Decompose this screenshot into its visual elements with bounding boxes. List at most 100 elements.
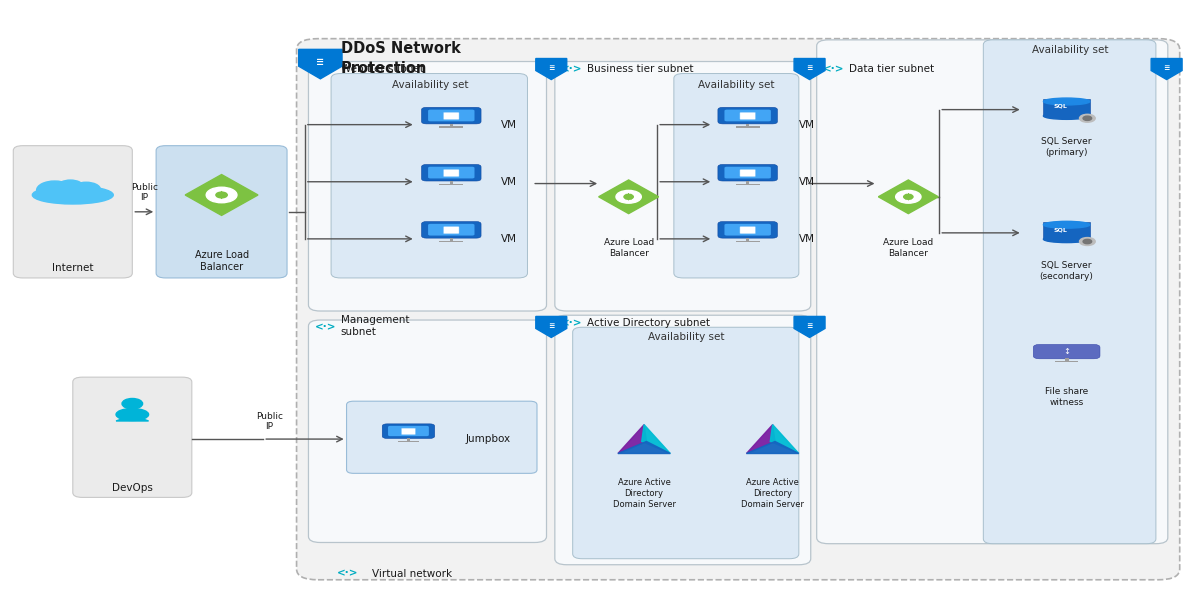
Bar xyxy=(1044,99,1090,116)
Polygon shape xyxy=(618,442,670,454)
FancyBboxPatch shape xyxy=(388,426,428,436)
Text: Azure Active
Directory
Domain Server: Azure Active Directory Domain Server xyxy=(741,478,804,509)
Text: ≡: ≡ xyxy=(1163,63,1170,72)
FancyBboxPatch shape xyxy=(740,226,755,234)
Bar xyxy=(736,126,760,127)
FancyBboxPatch shape xyxy=(983,40,1156,544)
Circle shape xyxy=(122,399,143,409)
Text: Azure Load
Balancer: Azure Load Balancer xyxy=(194,249,248,272)
Bar xyxy=(746,181,749,184)
Text: Availability set: Availability set xyxy=(391,80,468,89)
FancyBboxPatch shape xyxy=(718,222,778,238)
FancyBboxPatch shape xyxy=(332,74,527,278)
FancyBboxPatch shape xyxy=(444,226,459,234)
Text: ↕: ↕ xyxy=(1063,347,1070,356)
Text: Availability set: Availability set xyxy=(1032,45,1108,55)
Bar xyxy=(450,238,453,242)
FancyBboxPatch shape xyxy=(73,377,192,498)
Text: <·>: <·> xyxy=(336,569,358,579)
Bar xyxy=(407,438,409,442)
FancyBboxPatch shape xyxy=(718,108,778,124)
Circle shape xyxy=(1080,114,1095,122)
Circle shape xyxy=(1083,239,1092,243)
Text: Internet: Internet xyxy=(52,263,93,273)
Text: Availability set: Availability set xyxy=(648,332,724,342)
Text: SQL Server
(secondary): SQL Server (secondary) xyxy=(1040,261,1094,281)
Polygon shape xyxy=(795,59,826,80)
Polygon shape xyxy=(116,415,149,421)
Text: Public
IP: Public IP xyxy=(255,412,283,431)
Polygon shape xyxy=(298,50,342,79)
Text: <·>: <·> xyxy=(561,318,582,328)
Text: SQL: SQL xyxy=(1053,104,1067,109)
FancyBboxPatch shape xyxy=(724,167,771,178)
Text: VM: VM xyxy=(799,120,815,130)
FancyBboxPatch shape xyxy=(421,222,481,238)
Bar xyxy=(746,124,749,127)
FancyBboxPatch shape xyxy=(428,109,475,121)
Text: Azure Load
Balancer: Azure Load Balancer xyxy=(604,237,654,258)
Text: VM: VM xyxy=(501,234,518,244)
Bar xyxy=(736,240,760,242)
Circle shape xyxy=(1083,116,1092,120)
Ellipse shape xyxy=(1044,236,1090,243)
Text: ≡: ≡ xyxy=(548,63,555,72)
Bar xyxy=(439,184,463,185)
Polygon shape xyxy=(536,59,567,80)
FancyBboxPatch shape xyxy=(428,167,475,178)
FancyBboxPatch shape xyxy=(428,224,475,236)
Text: Azure Load
Balancer: Azure Load Balancer xyxy=(883,237,933,258)
FancyBboxPatch shape xyxy=(817,40,1168,544)
Text: Virtual network: Virtual network xyxy=(371,569,452,579)
Text: ≡: ≡ xyxy=(548,321,555,330)
Bar xyxy=(439,240,463,242)
FancyBboxPatch shape xyxy=(444,170,459,176)
FancyBboxPatch shape xyxy=(297,39,1180,580)
Ellipse shape xyxy=(32,186,113,204)
Text: VM: VM xyxy=(501,120,518,130)
FancyBboxPatch shape xyxy=(156,146,288,278)
Text: <·>: <·> xyxy=(315,323,336,332)
Bar xyxy=(746,238,749,242)
FancyBboxPatch shape xyxy=(718,164,778,181)
FancyBboxPatch shape xyxy=(555,315,811,565)
Ellipse shape xyxy=(1044,221,1090,228)
Polygon shape xyxy=(185,175,258,216)
Text: ≡: ≡ xyxy=(806,321,812,330)
Circle shape xyxy=(896,190,921,203)
Circle shape xyxy=(57,180,84,193)
Circle shape xyxy=(206,187,237,203)
Polygon shape xyxy=(747,442,799,454)
Bar xyxy=(736,184,760,185)
FancyBboxPatch shape xyxy=(1033,344,1100,359)
Text: DevOps: DevOps xyxy=(112,483,153,493)
Circle shape xyxy=(72,182,100,197)
Text: File share
witness: File share witness xyxy=(1045,387,1088,408)
FancyBboxPatch shape xyxy=(724,109,771,121)
Text: ≡: ≡ xyxy=(316,57,324,67)
Polygon shape xyxy=(599,180,659,214)
Bar xyxy=(398,441,419,442)
Bar xyxy=(1044,222,1090,239)
Text: VM: VM xyxy=(799,177,815,187)
Text: VM: VM xyxy=(799,234,815,244)
Text: VM: VM xyxy=(501,177,518,187)
FancyBboxPatch shape xyxy=(740,112,755,120)
FancyBboxPatch shape xyxy=(421,164,481,181)
Bar xyxy=(439,126,463,127)
Polygon shape xyxy=(618,425,647,454)
FancyBboxPatch shape xyxy=(674,74,799,278)
Circle shape xyxy=(37,181,73,199)
Text: Data tier subnet: Data tier subnet xyxy=(849,65,934,74)
FancyBboxPatch shape xyxy=(309,320,546,542)
FancyBboxPatch shape xyxy=(444,112,459,120)
Ellipse shape xyxy=(1044,112,1090,120)
Ellipse shape xyxy=(116,408,149,420)
Circle shape xyxy=(216,192,227,198)
Polygon shape xyxy=(642,425,670,454)
Polygon shape xyxy=(747,425,775,454)
Polygon shape xyxy=(771,425,799,454)
Bar xyxy=(450,124,453,127)
Text: SQL Server
(primary): SQL Server (primary) xyxy=(1041,137,1092,157)
FancyBboxPatch shape xyxy=(346,401,537,474)
